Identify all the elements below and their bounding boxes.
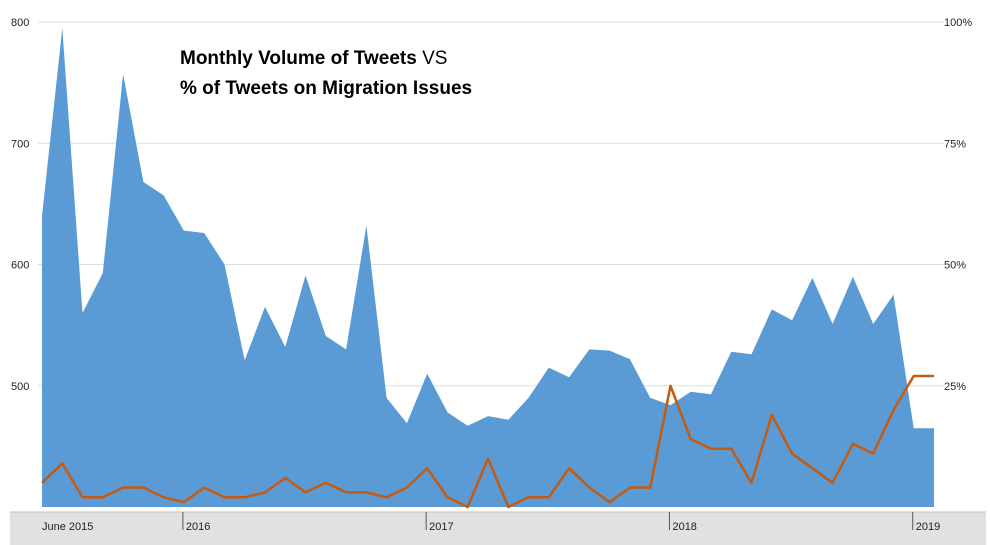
x-tick-label: 2016 bbox=[186, 521, 210, 533]
migration-share-line bbox=[41, 374, 934, 509]
chart-title-line-2: % of Tweets on Migration Issues bbox=[180, 78, 472, 99]
x-axis-labels: June 2015 2016 2017 2018 2019 bbox=[42, 512, 940, 533]
right-tick-label: 75% bbox=[944, 138, 966, 150]
x-tick-label: 2018 bbox=[672, 521, 696, 533]
x-axis-band bbox=[10, 512, 986, 545]
right-tick-label: 100% bbox=[944, 17, 972, 29]
left-tick-label: 500 bbox=[11, 381, 29, 393]
left-tick-label: 600 bbox=[11, 260, 29, 272]
left-tick-label: 800 bbox=[11, 17, 29, 29]
x-tick-label: 2017 bbox=[429, 521, 453, 533]
x-axis bbox=[10, 511, 986, 545]
x-tick-label: 2019 bbox=[916, 521, 940, 533]
right-axis-ticks: 25% 50% 75% 100% bbox=[944, 17, 972, 393]
right-tick-label: 50% bbox=[944, 260, 966, 272]
left-axis-ticks: 500 600 700 800 bbox=[11, 17, 29, 393]
chart-title-line-1: Monthly Volume of Tweets VS bbox=[180, 48, 447, 69]
tweet-volume-area bbox=[42, 28, 934, 507]
x-tick-label: June 2015 bbox=[42, 521, 93, 533]
right-tick-label: 25% bbox=[944, 381, 966, 393]
left-tick-label: 700 bbox=[11, 138, 29, 150]
